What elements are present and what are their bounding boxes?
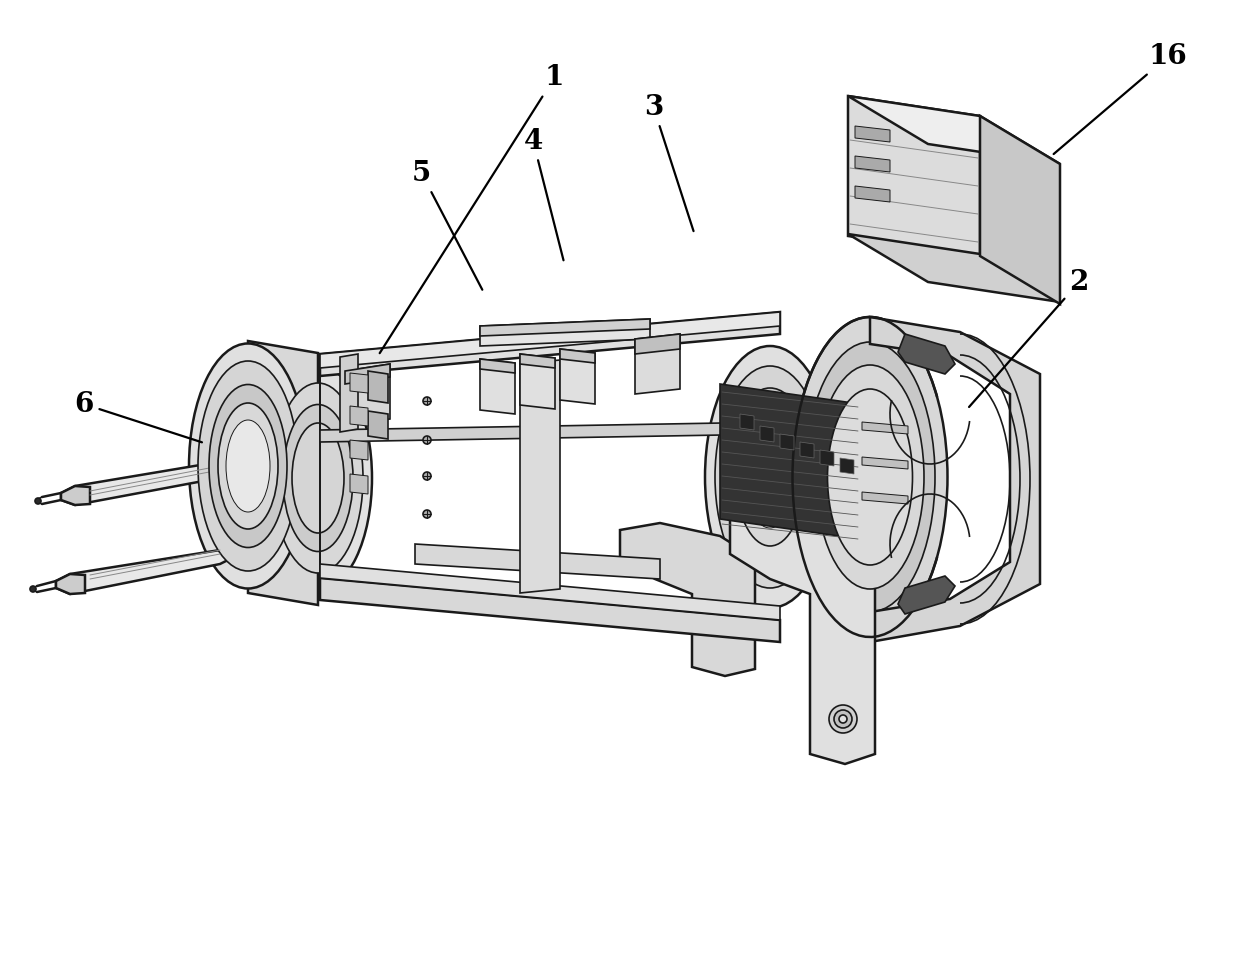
Ellipse shape — [792, 317, 947, 637]
Polygon shape — [839, 458, 854, 474]
Ellipse shape — [273, 383, 363, 573]
Polygon shape — [320, 564, 780, 620]
Polygon shape — [415, 544, 660, 579]
Ellipse shape — [35, 498, 41, 504]
Text: 4: 4 — [523, 128, 563, 260]
Polygon shape — [340, 354, 358, 432]
Ellipse shape — [198, 361, 298, 571]
Polygon shape — [635, 334, 680, 354]
Polygon shape — [350, 373, 368, 393]
Polygon shape — [856, 186, 890, 202]
Polygon shape — [368, 371, 388, 403]
Text: 2: 2 — [968, 269, 1089, 407]
Ellipse shape — [423, 436, 432, 444]
Polygon shape — [848, 96, 980, 256]
Ellipse shape — [30, 586, 36, 592]
Text: 6: 6 — [74, 391, 202, 442]
Polygon shape — [520, 360, 560, 593]
Polygon shape — [350, 406, 368, 426]
Polygon shape — [480, 319, 650, 336]
Polygon shape — [520, 354, 556, 409]
Ellipse shape — [283, 404, 353, 551]
Polygon shape — [350, 440, 368, 460]
Polygon shape — [56, 542, 238, 594]
Polygon shape — [320, 312, 780, 376]
Polygon shape — [480, 359, 515, 414]
Polygon shape — [480, 359, 515, 373]
Polygon shape — [862, 492, 908, 504]
Polygon shape — [760, 426, 774, 442]
Ellipse shape — [706, 346, 835, 608]
Ellipse shape — [745, 426, 795, 528]
Polygon shape — [56, 574, 86, 594]
Polygon shape — [861, 399, 910, 544]
Text: 5: 5 — [412, 160, 482, 289]
Polygon shape — [345, 364, 391, 384]
Polygon shape — [520, 354, 556, 368]
Ellipse shape — [423, 510, 432, 518]
Ellipse shape — [715, 366, 825, 588]
Ellipse shape — [830, 705, 857, 733]
Ellipse shape — [264, 365, 372, 590]
Polygon shape — [560, 349, 595, 363]
Polygon shape — [560, 349, 595, 404]
Ellipse shape — [835, 710, 852, 728]
Polygon shape — [898, 576, 955, 614]
Polygon shape — [320, 312, 780, 368]
Ellipse shape — [816, 365, 924, 589]
Ellipse shape — [218, 403, 278, 529]
Text: 16: 16 — [1054, 43, 1188, 154]
Ellipse shape — [827, 389, 913, 565]
Polygon shape — [620, 523, 755, 676]
Polygon shape — [61, 486, 91, 505]
Ellipse shape — [805, 342, 935, 612]
Ellipse shape — [423, 397, 432, 405]
Polygon shape — [635, 334, 680, 394]
Polygon shape — [320, 422, 780, 442]
Text: 3: 3 — [644, 94, 693, 231]
Ellipse shape — [188, 344, 308, 588]
Polygon shape — [862, 422, 908, 434]
Polygon shape — [480, 319, 650, 346]
Ellipse shape — [423, 472, 432, 480]
Polygon shape — [350, 474, 368, 494]
Polygon shape — [848, 234, 1060, 302]
Polygon shape — [820, 450, 835, 466]
Polygon shape — [898, 334, 955, 374]
Polygon shape — [320, 578, 780, 642]
Polygon shape — [870, 317, 1040, 642]
Polygon shape — [720, 384, 861, 539]
Polygon shape — [800, 442, 813, 458]
Ellipse shape — [725, 388, 813, 566]
Ellipse shape — [737, 408, 804, 546]
Polygon shape — [980, 116, 1060, 304]
Polygon shape — [61, 453, 248, 505]
Polygon shape — [848, 96, 1060, 164]
Polygon shape — [368, 411, 388, 439]
Polygon shape — [345, 364, 391, 426]
Polygon shape — [730, 496, 875, 764]
Ellipse shape — [226, 420, 270, 512]
Polygon shape — [248, 341, 317, 605]
Polygon shape — [856, 126, 890, 142]
Ellipse shape — [291, 423, 343, 533]
Polygon shape — [856, 156, 890, 172]
Polygon shape — [740, 414, 754, 430]
Polygon shape — [760, 496, 875, 534]
Text: 1: 1 — [379, 64, 564, 354]
Polygon shape — [780, 434, 794, 450]
Polygon shape — [862, 457, 908, 469]
Ellipse shape — [839, 715, 847, 723]
Ellipse shape — [210, 385, 286, 547]
